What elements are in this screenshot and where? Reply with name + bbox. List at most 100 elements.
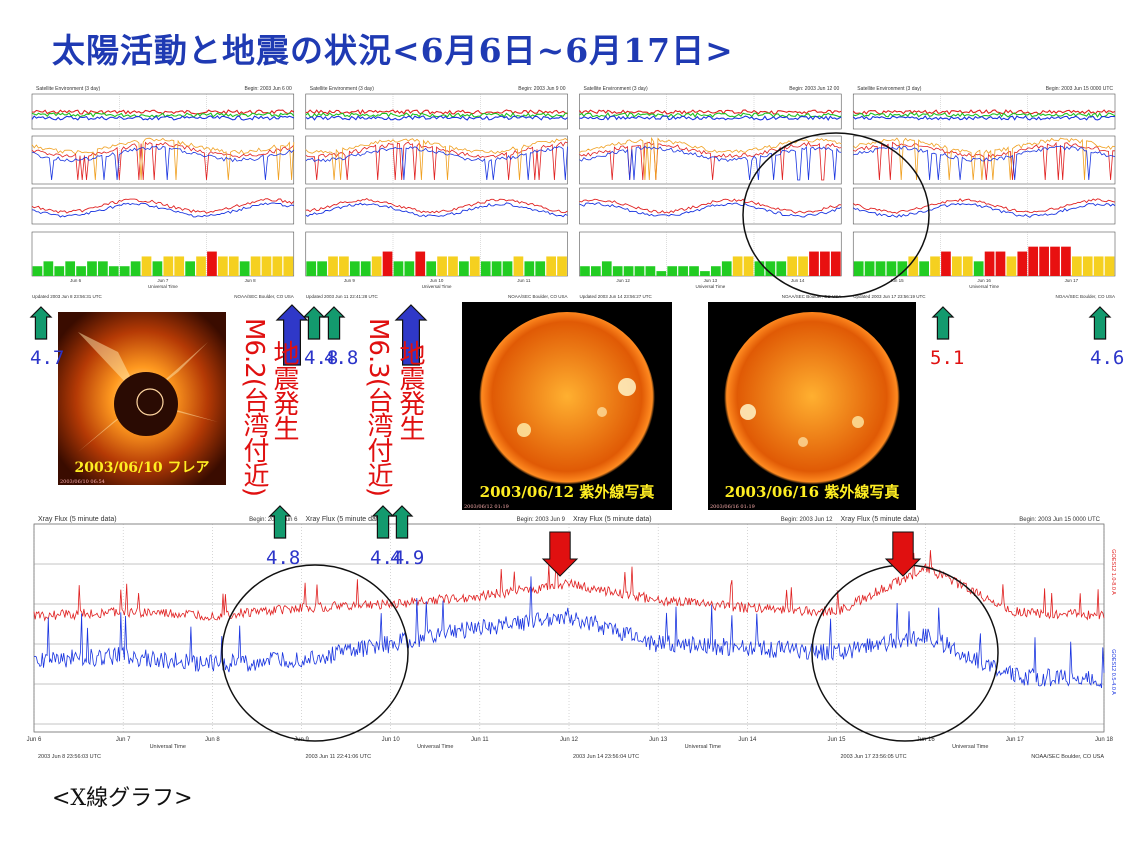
begin-label: Begin: 2003 Jun 6 00 bbox=[244, 86, 291, 92]
red-down-arrow bbox=[884, 531, 922, 577]
uv-photo-0616: 2003/06/16 紫外線写真 2003/06/16 01:19 bbox=[708, 302, 916, 510]
kp-bar bbox=[623, 266, 634, 276]
kp-bar bbox=[710, 266, 721, 276]
axis-label: Universal Time bbox=[695, 284, 725, 289]
chart-title: Satellite Environment (3 day) bbox=[36, 86, 101, 92]
kp-bar bbox=[283, 256, 294, 276]
event-sub-2: M6.3(台湾付近) bbox=[363, 318, 393, 497]
kp-bar bbox=[185, 261, 195, 276]
hp-trace bbox=[305, 197, 568, 214]
kp-bar bbox=[371, 256, 382, 276]
kp-bar bbox=[196, 256, 206, 276]
green-up-arrow bbox=[371, 505, 395, 539]
kp-bar bbox=[76, 266, 86, 276]
electron-flux-trace bbox=[305, 146, 568, 181]
kp-bar bbox=[65, 261, 76, 276]
updated-label: Updated 2003 Jun 14 23:56:27 UTC bbox=[580, 294, 653, 299]
proton-flux-trace bbox=[579, 112, 842, 118]
tick-label: Jun 11 bbox=[471, 737, 489, 743]
kp-bar bbox=[1006, 256, 1017, 276]
kp-bar bbox=[328, 256, 338, 276]
electron-flux-trace bbox=[31, 137, 295, 181]
chart-title: Satellite Environment (3 day) bbox=[584, 86, 649, 92]
kp-bar bbox=[228, 256, 239, 276]
proton-flux-trace bbox=[31, 112, 295, 118]
kp-bar bbox=[930, 256, 940, 276]
source-label: NOAA/SEC Boulder, CO USA bbox=[1055, 294, 1115, 299]
proton-flux-trace bbox=[305, 109, 568, 116]
kp-bar bbox=[678, 266, 688, 276]
updated-label: Updated 2003 Jun 11 22:41:28 UTC bbox=[306, 294, 379, 299]
panel-frame bbox=[31, 135, 295, 185]
kp-bar bbox=[349, 261, 360, 276]
green-up-arrow bbox=[302, 306, 326, 340]
kp-bar bbox=[480, 261, 491, 276]
uv-photo-0612: 2003/06/12 紫外線写真 2003/06/12 01:19 bbox=[462, 302, 672, 510]
begin-label: Begin: 2003 Jun 6 bbox=[249, 517, 298, 523]
kp-bar bbox=[261, 256, 272, 276]
proton-flux-trace bbox=[31, 115, 295, 121]
event-label-1: 地震発生 bbox=[269, 340, 299, 440]
kp-bar bbox=[459, 261, 469, 276]
kp-bar bbox=[1017, 251, 1028, 276]
chart-title: Satellite Environment (3 day) bbox=[857, 86, 922, 92]
kp-bar bbox=[119, 266, 130, 276]
proton-flux-trace bbox=[305, 111, 568, 118]
kp-bar bbox=[163, 256, 174, 276]
updated-label: 2003 Jun 17 23:56:05 UTC bbox=[841, 754, 907, 760]
source-label: NOAA/SEC Boulder, CO USA bbox=[1031, 754, 1104, 760]
kp-bar bbox=[984, 251, 995, 276]
chart-title: Xray Flux (5 minute data) bbox=[38, 516, 117, 523]
kp-bar bbox=[437, 256, 447, 276]
blue-up-arrow bbox=[394, 304, 428, 366]
electron-flux-trace bbox=[31, 145, 295, 181]
kp-bar bbox=[557, 256, 567, 276]
kp-bar bbox=[491, 261, 502, 276]
updated-label: 2003 Jun 8 23:56:03 UTC bbox=[38, 754, 101, 760]
kp-bar bbox=[721, 261, 732, 276]
axis-label: Universal Time bbox=[969, 284, 999, 289]
kp-bar bbox=[141, 256, 152, 276]
axis-label: Universal Time bbox=[417, 744, 453, 750]
begin-label: Begin: 2003 Jun 15 0000 UTC bbox=[1019, 517, 1100, 523]
event-label-2: 地震発生 bbox=[395, 340, 425, 440]
kp-bar bbox=[250, 256, 261, 276]
kp-bar bbox=[1093, 256, 1104, 276]
tick-label: Jun 8 bbox=[245, 278, 257, 283]
kp-bar bbox=[239, 261, 250, 276]
electron-flux-trace bbox=[305, 141, 568, 181]
updated-label: Updated 2003 Jun 8 23:56:31 UTC bbox=[32, 294, 103, 299]
proton-flux-trace bbox=[853, 112, 1116, 118]
kp-bar bbox=[108, 266, 119, 276]
tick-label: Jun 7 bbox=[157, 278, 169, 283]
green-up-arrow bbox=[322, 306, 346, 340]
kp-bar bbox=[601, 261, 612, 276]
kp-bar bbox=[941, 251, 951, 276]
photo-caption: 2003/06/16 紫外線写真 bbox=[724, 483, 900, 501]
tick-label: Jun 12 bbox=[560, 737, 579, 743]
panel-frame bbox=[305, 231, 568, 277]
kp-bar bbox=[43, 261, 54, 276]
kp-bar bbox=[469, 256, 480, 276]
kp-bar bbox=[404, 261, 415, 276]
tick-label: Jun 6 bbox=[70, 278, 82, 283]
kp-bar bbox=[317, 261, 327, 276]
axis-label: Universal Time bbox=[952, 744, 988, 750]
tick-label: Jun 12 bbox=[616, 278, 630, 283]
hp-trace bbox=[305, 202, 568, 218]
kp-bar bbox=[98, 261, 108, 276]
tick-label: Jun 17 bbox=[1006, 737, 1025, 743]
green-up-arrow bbox=[931, 306, 955, 340]
photo-timestamp: 2003/06/12 01:19 bbox=[464, 504, 509, 510]
tick-label: Jun 7 bbox=[116, 737, 131, 743]
kp-bar bbox=[634, 266, 645, 276]
tick-label: Jun 16 bbox=[977, 278, 991, 283]
kp-bar bbox=[513, 256, 524, 276]
kp-bar bbox=[1039, 246, 1049, 276]
green-up-arrow bbox=[390, 505, 414, 539]
panel-frame bbox=[579, 93, 842, 130]
kp-bar bbox=[415, 251, 426, 276]
panel-frame bbox=[31, 93, 295, 130]
kp-bar bbox=[87, 261, 97, 276]
kp-bar bbox=[426, 261, 437, 276]
